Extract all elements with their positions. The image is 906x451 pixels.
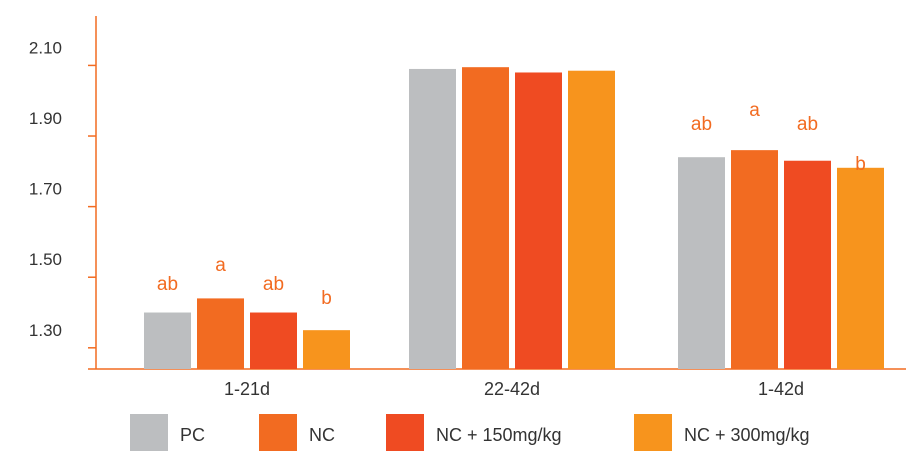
- bar-nc-300mg-kg-22-42d: [568, 70, 615, 369]
- bar-nc-300mg-kg-1-21d: [303, 330, 350, 369]
- bar-nc-1-42d: [731, 150, 778, 369]
- y-tick-label: 1.50: [29, 250, 62, 269]
- bar-nc-150mg-kg-22-42d: [515, 72, 562, 369]
- legend-label: NC: [309, 425, 335, 445]
- significance-label: ab: [797, 114, 818, 135]
- bar-nc-150mg-kg-1-42d: [784, 160, 831, 369]
- significance-label: b: [855, 154, 866, 175]
- bar-nc-1-21d: [197, 298, 244, 369]
- significance-label: ab: [691, 114, 712, 135]
- y-tick-label: 1.90: [29, 109, 62, 128]
- x-category-label: 22-42d: [484, 379, 540, 399]
- bar-nc-22-42d: [462, 67, 509, 369]
- bar-nc-300mg-kg-1-42d: [837, 167, 884, 369]
- significance-label: ab: [157, 274, 178, 295]
- significance-label: a: [749, 100, 760, 121]
- legend: PC NC NC + 150mg/kg NC + 300mg/kg: [130, 414, 810, 451]
- significance-labels: ab a ab b ab a ab b: [157, 100, 866, 309]
- significance-label: a: [215, 255, 226, 276]
- legend-swatch: [130, 414, 168, 451]
- bar-pc-1-21d: [144, 312, 191, 369]
- significance-label: ab: [263, 274, 284, 295]
- x-axis-labels: 1-21d 22-42d 1-42d: [224, 379, 804, 399]
- bars-group: [144, 67, 884, 369]
- legend-label: NC + 300mg/kg: [684, 425, 810, 445]
- legend-label: PC: [180, 425, 205, 445]
- x-category-label: 1-42d: [758, 379, 804, 399]
- legend-swatch: [259, 414, 297, 451]
- y-tick-label: 2.10: [29, 38, 62, 57]
- bar-pc-1-42d: [678, 157, 725, 369]
- y-tick-label: 1.70: [29, 180, 62, 199]
- y-tick-label: 1.30: [29, 321, 62, 340]
- legend-label: NC + 150mg/kg: [436, 425, 562, 445]
- legend-swatch: [386, 414, 424, 451]
- x-category-label: 1-21d: [224, 379, 270, 399]
- bar-nc-150mg-kg-1-21d: [250, 312, 297, 369]
- legend-swatch: [634, 414, 672, 451]
- bar-pc-22-42d: [409, 68, 456, 369]
- significance-label: b: [321, 288, 332, 309]
